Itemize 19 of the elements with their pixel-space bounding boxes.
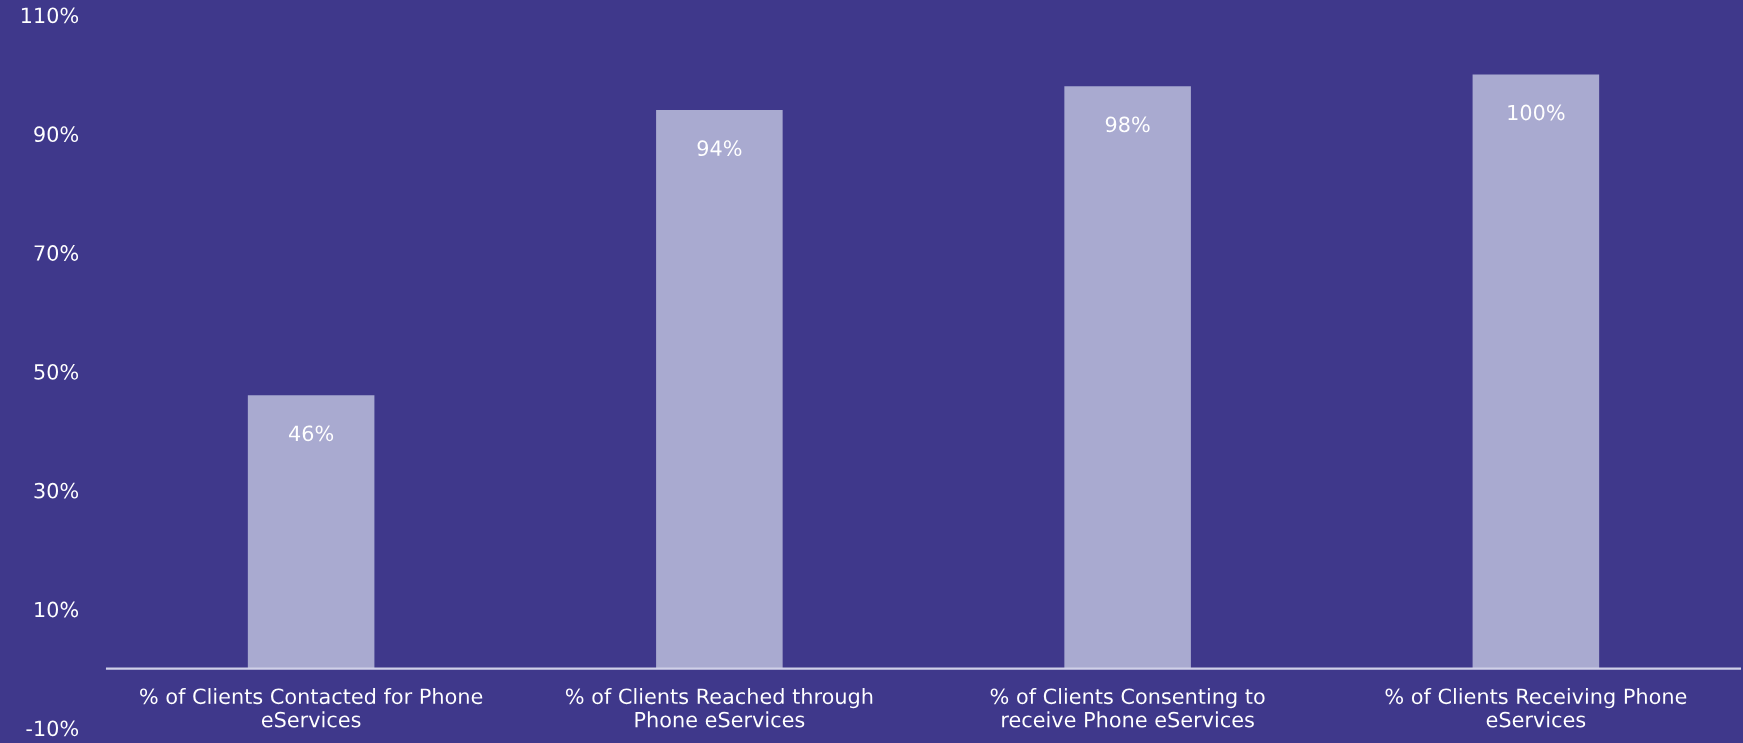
bar xyxy=(247,395,375,669)
bar xyxy=(1064,86,1191,669)
y-tick-label: 110% xyxy=(21,7,79,24)
data-label: 94% xyxy=(697,140,742,157)
data-label: 100% xyxy=(1508,104,1565,121)
bar xyxy=(1472,74,1600,669)
y-tick-label: -10% xyxy=(26,720,79,737)
data-label: 46% xyxy=(288,425,334,442)
x-tick-label: % of Clients Consenting to receive Phone eServices xyxy=(990,688,1265,728)
y-tick-label: 70% xyxy=(34,245,79,261)
y-tick-label: 10% xyxy=(35,601,79,618)
y-tick-label: 90% xyxy=(34,126,79,143)
x-tick-label: % of Clients Contacted for Phone eServices xyxy=(140,688,483,728)
bar xyxy=(656,110,783,669)
data-label: 98% xyxy=(1105,116,1150,133)
x-tick-label: % of Clients Reached through Phone eServices xyxy=(565,688,873,728)
y-tick-label: 30% xyxy=(34,482,79,499)
y-tick-label: 50% xyxy=(34,363,79,380)
x-tick-label: % of Clients Receiving Phone eServices xyxy=(1385,688,1687,728)
